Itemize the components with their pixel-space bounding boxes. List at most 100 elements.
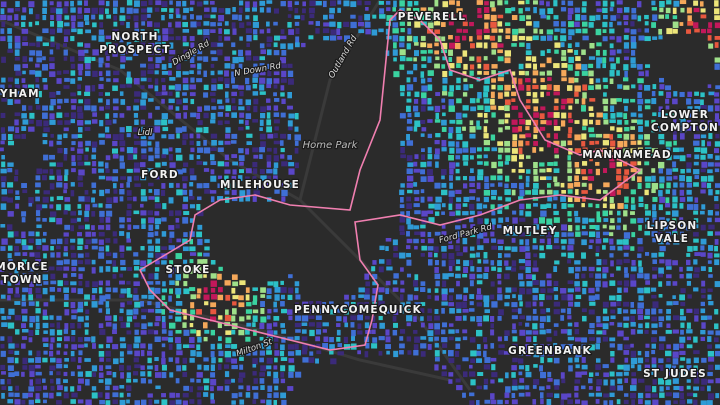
building — [245, 56, 252, 61]
building — [182, 0, 187, 7]
building — [28, 105, 33, 111]
building — [147, 141, 152, 146]
building — [623, 309, 629, 314]
building — [414, 274, 419, 281]
building — [456, 238, 460, 244]
building — [231, 63, 235, 70]
building — [71, 21, 76, 29]
building — [449, 288, 454, 293]
building — [701, 378, 708, 385]
building — [42, 140, 48, 145]
building — [78, 273, 83, 280]
building — [518, 322, 523, 326]
building — [64, 77, 70, 82]
building — [126, 238, 131, 243]
building — [525, 175, 530, 182]
building — [378, 351, 383, 356]
building — [665, 400, 671, 405]
building — [154, 196, 160, 203]
building — [154, 322, 160, 327]
building — [498, 71, 505, 77]
building — [315, 315, 322, 320]
building — [673, 182, 678, 188]
building — [287, 133, 292, 140]
building — [630, 329, 636, 335]
building — [582, 119, 588, 126]
building — [686, 358, 691, 364]
building — [176, 365, 182, 372]
building — [70, 63, 76, 69]
building — [260, 301, 265, 307]
building — [70, 357, 76, 362]
building — [616, 127, 623, 133]
building — [497, 0, 503, 6]
building — [504, 91, 510, 97]
building — [43, 127, 50, 132]
building — [91, 85, 96, 92]
building — [637, 246, 644, 252]
building — [476, 329, 483, 337]
building — [35, 371, 42, 376]
building — [575, 168, 581, 175]
building — [260, 399, 266, 404]
building — [239, 316, 245, 322]
building — [609, 36, 615, 40]
building — [602, 0, 608, 7]
building — [98, 351, 105, 357]
building — [400, 280, 405, 285]
building — [0, 364, 6, 370]
building — [448, 329, 455, 334]
building — [616, 49, 622, 54]
building — [610, 1, 615, 7]
building — [651, 357, 657, 364]
building — [659, 224, 666, 231]
building — [666, 301, 673, 306]
building — [456, 8, 463, 13]
building — [462, 141, 469, 148]
building — [630, 63, 637, 68]
building — [259, 154, 263, 159]
building — [91, 245, 98, 250]
building — [420, 239, 425, 243]
building — [491, 78, 496, 83]
building — [420, 105, 426, 112]
building — [644, 99, 651, 104]
building — [245, 7, 250, 12]
building — [428, 203, 435, 209]
building — [182, 393, 189, 398]
building — [70, 98, 77, 104]
building — [273, 378, 279, 384]
building — [267, 63, 272, 69]
building — [582, 266, 587, 271]
building — [455, 112, 462, 120]
building — [196, 266, 202, 272]
building — [441, 126, 447, 132]
building — [582, 35, 589, 41]
building — [322, 343, 329, 350]
building — [77, 385, 82, 392]
building — [400, 197, 404, 203]
building — [239, 357, 244, 361]
building — [399, 308, 404, 314]
building — [140, 301, 145, 307]
building — [602, 273, 607, 279]
building — [455, 35, 460, 43]
building — [589, 15, 596, 22]
building — [57, 280, 63, 287]
building — [546, 49, 551, 54]
building — [602, 266, 609, 273]
building — [666, 147, 671, 154]
building — [217, 22, 222, 27]
building — [218, 8, 225, 13]
building — [630, 134, 635, 140]
building — [547, 357, 553, 363]
building — [435, 56, 440, 61]
building — [42, 133, 48, 137]
building — [623, 35, 629, 40]
building — [413, 344, 419, 351]
building — [707, 84, 712, 89]
building — [525, 211, 532, 217]
building — [287, 155, 292, 160]
building — [119, 127, 125, 133]
building — [582, 92, 587, 99]
